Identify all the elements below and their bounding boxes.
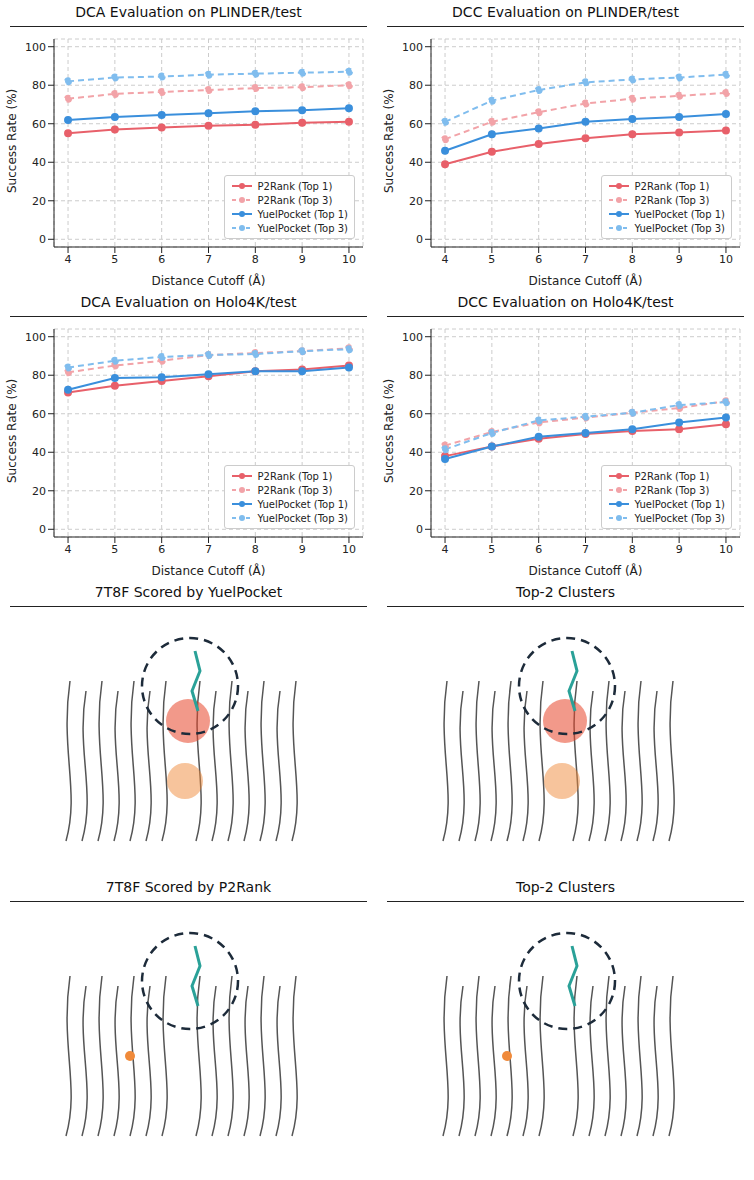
svg-text:Distance Cutoff (Å): Distance Cutoff (Å) (152, 563, 266, 578)
svg-text:100: 100 (25, 331, 46, 344)
svg-text:Success Rate (%): Success Rate (%) (382, 379, 396, 483)
svg-text:8: 8 (629, 253, 636, 266)
html-text:Top-2 Clusters: Top-2 Clusters (516, 879, 615, 895)
svg-text:10: 10 (342, 543, 356, 556)
svg-text:7: 7 (205, 543, 212, 556)
html-text:DCA Evaluation on Holo4K/test: DCA Evaluation on Holo4K/test (80, 294, 297, 310)
svg-text:Success Rate (%): Success Rate (%) (382, 89, 396, 193)
html-text:YuelPocket (Top 3): YuelPocket (Top 3) (257, 512, 348, 524)
svg-text:80: 80 (32, 369, 46, 382)
html-text:7T8F Scored by P2Rank: 7T8F Scored by P2Rank (105, 879, 272, 895)
svg-text:Success Rate (%): Success Rate (%) (5, 379, 19, 483)
html-text:P2Rank (Top 1): P2Rank (Top 1) (634, 470, 710, 482)
svg-text:6: 6 (158, 253, 165, 266)
html-text:DCC Evaluation on Holo4K/test: DCC Evaluation on Holo4K/test (457, 294, 674, 310)
html-text:P2Rank (Top 3): P2Rank (Top 3) (634, 484, 710, 496)
html-text:Top-2 Clusters: Top-2 Clusters (516, 584, 615, 600)
svg-text:9: 9 (676, 253, 683, 266)
html-text:7T8F Scored by YuelPocket: 7T8F Scored by YuelPocket (94, 584, 283, 600)
html-text:YuelPocket (Top 1): YuelPocket (Top 1) (634, 208, 725, 220)
svg-text:0: 0 (39, 523, 46, 536)
svg-text:7: 7 (582, 543, 589, 556)
svg-text:9: 9 (299, 253, 306, 266)
svg-text:9: 9 (299, 543, 306, 556)
svg-text:9: 9 (676, 543, 683, 556)
html-text:P2Rank (Top 1): P2Rank (Top 1) (257, 180, 333, 192)
html-text:YuelPocket (Top 1): YuelPocket (Top 1) (634, 498, 725, 510)
html-text:YuelPocket (Top 3): YuelPocket (Top 3) (634, 512, 725, 524)
svg-text:0: 0 (416, 233, 423, 246)
svg-text:5: 5 (111, 543, 118, 556)
svg-text:20: 20 (32, 195, 46, 208)
html-text:DCA Evaluation on PLINDER/test: DCA Evaluation on PLINDER/test (75, 4, 302, 20)
html-text:YuelPocket (Top 1): YuelPocket (Top 1) (257, 498, 348, 510)
svg-text:100: 100 (402, 331, 423, 344)
html-text:P2Rank (Top 1): P2Rank (Top 1) (257, 470, 333, 482)
svg-text:4: 4 (442, 543, 449, 556)
svg-text:40: 40 (32, 156, 46, 169)
svg-text:100: 100 (402, 41, 423, 54)
svg-text:40: 40 (409, 446, 423, 459)
svg-text:10: 10 (719, 543, 733, 556)
svg-text:8: 8 (252, 253, 259, 266)
svg-text:6: 6 (535, 543, 542, 556)
svg-text:7: 7 (582, 253, 589, 266)
svg-text:0: 0 (416, 523, 423, 536)
svg-text:40: 40 (409, 156, 423, 169)
svg-text:7: 7 (205, 253, 212, 266)
html-text:DCC Evaluation on PLINDER/test: DCC Evaluation on PLINDER/test (452, 4, 679, 20)
svg-text:60: 60 (32, 118, 46, 131)
svg-text:6: 6 (535, 253, 542, 266)
svg-text:10: 10 (342, 253, 356, 266)
svg-text:4: 4 (442, 253, 449, 266)
svg-text:Distance Cutoff (Å): Distance Cutoff (Å) (529, 273, 643, 288)
svg-text:100: 100 (25, 41, 46, 54)
html-text:P2Rank (Top 1): P2Rank (Top 1) (634, 180, 710, 192)
svg-text:Distance Cutoff (Å): Distance Cutoff (Å) (529, 563, 643, 578)
svg-text:60: 60 (409, 118, 423, 131)
svg-text:4: 4 (65, 543, 72, 556)
svg-text:60: 60 (409, 408, 423, 421)
svg-text:20: 20 (409, 195, 423, 208)
svg-text:5: 5 (111, 253, 118, 266)
svg-text:20: 20 (32, 485, 46, 498)
html-text:P2Rank (Top 3): P2Rank (Top 3) (634, 194, 710, 206)
svg-text:80: 80 (409, 369, 423, 382)
svg-text:20: 20 (409, 485, 423, 498)
svg-text:4: 4 (65, 253, 72, 266)
svg-text:Success Rate (%): Success Rate (%) (5, 89, 19, 193)
svg-text:8: 8 (252, 543, 259, 556)
html-text:P2Rank (Top 3): P2Rank (Top 3) (257, 194, 333, 206)
svg-text:Distance Cutoff (Å): Distance Cutoff (Å) (152, 273, 266, 288)
svg-text:60: 60 (32, 408, 46, 421)
svg-text:6: 6 (158, 543, 165, 556)
html-text:P2Rank (Top 3): P2Rank (Top 3) (257, 484, 333, 496)
svg-text:80: 80 (32, 79, 46, 92)
svg-text:40: 40 (32, 446, 46, 459)
svg-text:0: 0 (39, 233, 46, 246)
svg-text:5: 5 (488, 253, 495, 266)
svg-text:10: 10 (719, 253, 733, 266)
html-text:YuelPocket (Top 3): YuelPocket (Top 3) (257, 222, 348, 234)
svg-text:8: 8 (629, 543, 636, 556)
svg-text:80: 80 (409, 79, 423, 92)
html-text:YuelPocket (Top 3): YuelPocket (Top 3) (634, 222, 725, 234)
svg-text:5: 5 (488, 543, 495, 556)
html-text:YuelPocket (Top 1): YuelPocket (Top 1) (257, 208, 348, 220)
